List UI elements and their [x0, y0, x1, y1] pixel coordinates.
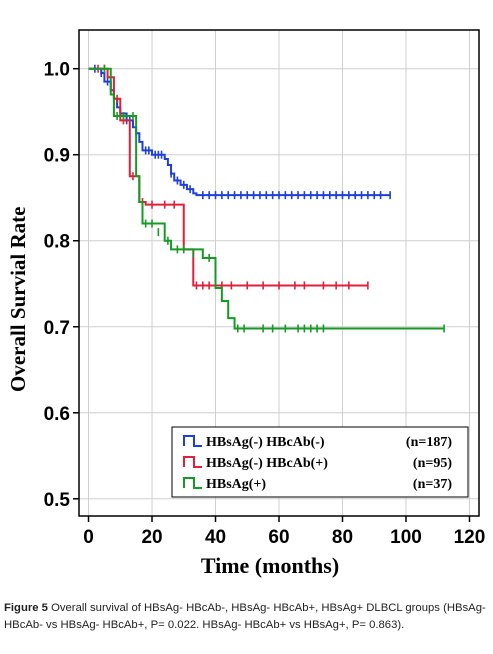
figure-caption: Figure 5 Overall survival of HBsAg- HBcA…: [4, 600, 490, 634]
legend-count: (n=37): [413, 477, 452, 492]
x-axis-title: Time (months): [200, 553, 340, 578]
legend-label: HBsAg(-) HBcAb(+): [206, 456, 328, 471]
x-tick-label: 100: [390, 527, 422, 548]
legend-label: HBsAg(-) HBcAb(-): [206, 435, 325, 450]
x-tick-label: 0: [83, 527, 94, 548]
survival-curve-line: [88, 67, 368, 287]
x-tick-label: 120: [454, 527, 486, 548]
series-3: [88, 64, 445, 333]
y-tick-label: 0.8: [44, 232, 70, 253]
legend-label: HBsAg(+): [206, 477, 266, 492]
y-tick-label: 1.0: [44, 60, 70, 81]
y-axis-title: Overall Survial Rate: [6, 206, 30, 392]
y-tick-label: 0.9: [44, 146, 70, 167]
legend-count: (n=95): [413, 456, 452, 471]
grid-lines: [79, 30, 479, 516]
legend-swatch: [183, 456, 202, 468]
survival-curve-line: [88, 67, 445, 330]
y-tick-label: 0.6: [44, 404, 70, 425]
x-axis-ticks: 0 20 40 60 80 100 120: [83, 516, 485, 548]
x-tick-label: 60: [268, 527, 289, 548]
series-2: [88, 64, 369, 290]
caption-text: Overall survival of HBsAg- HBcAb-, HBsAg…: [4, 602, 486, 631]
x-tick-label: 20: [141, 527, 162, 548]
legend-swatch: [183, 477, 202, 489]
legend: HBsAg(-) HBcAb(-) (n=187) HBsAg(-) HBcAb(+…: [171, 426, 469, 498]
x-tick-label: 80: [332, 527, 353, 548]
legend-swatch: [183, 435, 202, 447]
y-tick-label: 0.5: [44, 490, 71, 511]
y-axis-ticks: 0.5 0.6 0.7 0.8 0.9 1.0: [44, 60, 79, 511]
survival-curves: [88, 64, 445, 333]
y-tick-label: 0.7: [44, 318, 70, 339]
x-tick-label: 40: [205, 527, 226, 548]
legend-count: (n=187): [406, 435, 452, 450]
legend-box: [171, 426, 469, 498]
caption-label: Figure 5: [4, 602, 48, 614]
